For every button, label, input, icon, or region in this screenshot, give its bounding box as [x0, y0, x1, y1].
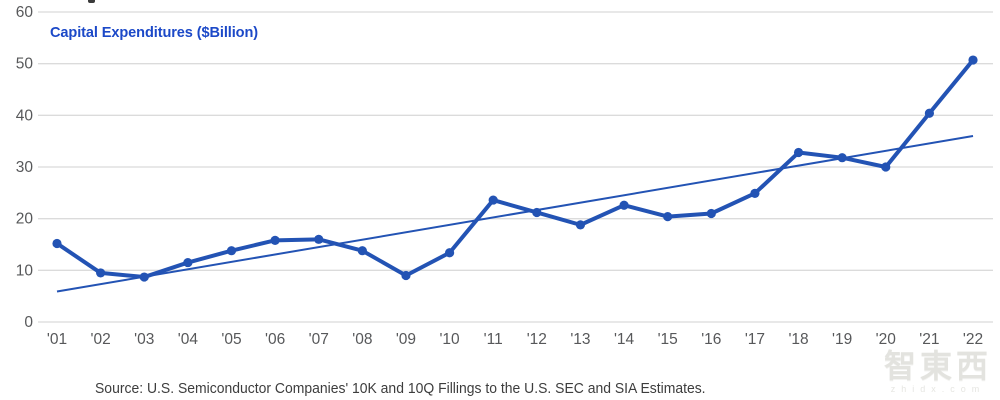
y-tick-label-40: 40	[16, 107, 34, 124]
data-point-09	[401, 270, 411, 281]
x-tick-label-20: '20	[876, 331, 897, 348]
data-point-01	[52, 238, 62, 249]
x-tick-label-07: '07	[309, 331, 329, 348]
x-tick-label-11: '11	[484, 331, 503, 348]
x-tick-label-05: '05	[221, 331, 241, 348]
x-tick-label-02: '02	[91, 331, 111, 348]
data-point-06	[270, 235, 280, 245]
data-point-07	[314, 234, 324, 244]
data-point-21	[924, 108, 935, 118]
x-tick-label-22: '22	[963, 331, 983, 348]
x-tick-label-10: '10	[439, 331, 460, 348]
data-point-17	[750, 188, 760, 198]
x-tick-label-16: '16	[701, 331, 721, 348]
data-point-04	[183, 257, 193, 268]
data-point-10	[444, 248, 455, 258]
x-tick-label-19: '19	[832, 331, 852, 348]
x-tick-label-01: '01	[47, 331, 67, 348]
cropped-title-fragment	[88, 0, 95, 3]
data-point-15	[663, 211, 673, 222]
series-line	[55, 58, 976, 280]
x-tick-label-15: '15	[658, 331, 678, 348]
data-point-05	[226, 246, 237, 256]
chart-title: Capital Expenditures ($Billion)	[50, 24, 259, 41]
data-point-19	[837, 153, 847, 163]
y-tick-label-0: 0	[24, 314, 33, 331]
y-tick-label-20: 20	[16, 211, 34, 228]
data-point-16	[706, 208, 716, 219]
trend-line	[56, 135, 974, 293]
y-tick-label-30: 30	[16, 159, 34, 176]
x-tick-label-17: '17	[745, 331, 765, 348]
x-tick-label-06: '06	[265, 331, 285, 348]
data-point-03	[139, 272, 149, 282]
x-tick-label-18: '18	[788, 331, 808, 348]
y-tick-label-50: 50	[16, 56, 34, 73]
data-point-12	[532, 207, 542, 218]
x-tick-label-09: '09	[396, 331, 416, 348]
data-point-11	[488, 195, 498, 205]
x-tick-label-12: '12	[527, 331, 547, 348]
x-tick-label-04: '04	[178, 331, 199, 348]
data-point-02	[96, 268, 106, 278]
y-tick-label-60: 60	[16, 4, 34, 21]
y-tick-label-10: 10	[16, 262, 34, 279]
x-tick-label-14: '14	[614, 331, 635, 348]
x-tick-label-21: '21	[919, 331, 939, 348]
data-point-08	[357, 246, 367, 256]
x-tick-label-08: '08	[352, 331, 372, 348]
source-note: Source: U.S. Semiconductor Companies' 10…	[95, 380, 706, 397]
data-point-14	[619, 200, 629, 210]
data-point-22	[968, 55, 978, 65]
x-tick-label-13: '13	[570, 331, 590, 348]
x-tick-label-03: '03	[134, 331, 154, 348]
data-point-13	[575, 220, 586, 230]
data-point-18	[793, 147, 804, 158]
data-point-20	[881, 162, 891, 172]
